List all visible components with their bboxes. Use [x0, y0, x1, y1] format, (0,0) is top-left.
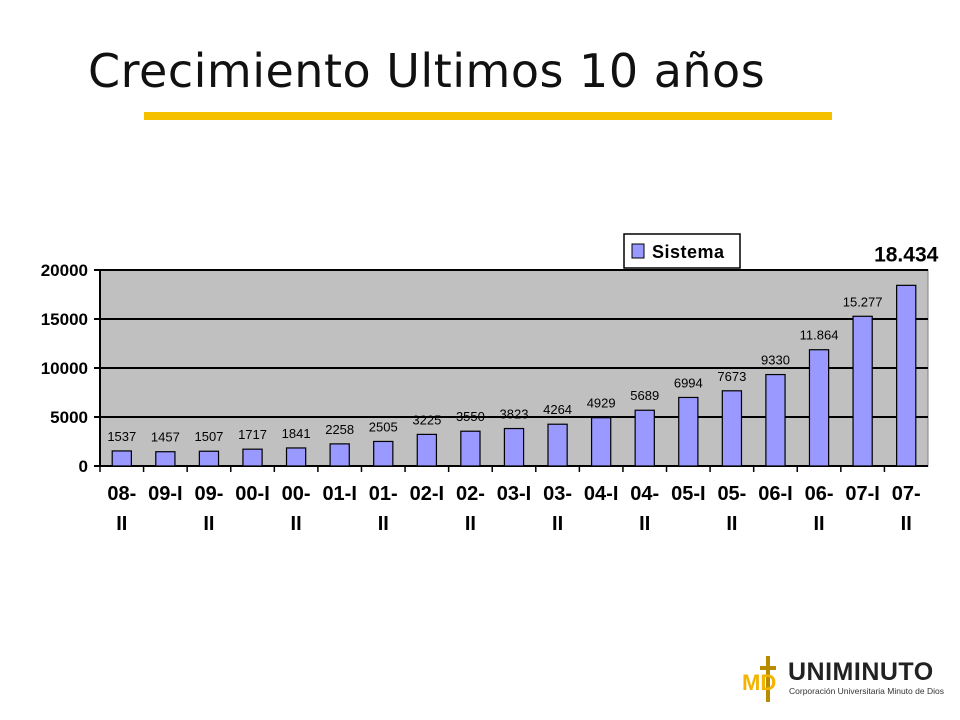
uniminuto-logo: MD UNIMINUTO Corporación Universitaria M… — [740, 656, 944, 702]
data-label: 9330 — [761, 353, 790, 368]
bar — [808, 349, 830, 467]
x-tick-label: 01- — [369, 483, 398, 505]
uniminuto-logo-mark: MD — [742, 656, 776, 702]
bar — [285, 447, 307, 467]
x-tick-label: 05-I — [671, 483, 705, 505]
x-tick-label-line2: II — [203, 513, 214, 535]
bar — [852, 315, 873, 467]
data-label: 3823 — [500, 407, 529, 422]
x-tick-label: 04- — [630, 483, 659, 505]
data-label: 7673 — [717, 369, 746, 384]
bar — [373, 440, 394, 467]
bar — [198, 450, 220, 467]
x-tick-label-line2: II — [116, 513, 127, 535]
x-tick-label: 02- — [456, 483, 485, 505]
logo-name: UNIMINUTO — [788, 658, 934, 686]
x-tick-label: 09-I — [148, 483, 182, 505]
data-label: 1507 — [194, 429, 223, 444]
legend-swatch — [631, 243, 645, 259]
x-tick-label: 07-I — [845, 483, 879, 505]
x-tick-label: 04-I — [584, 483, 618, 505]
x-tick-label: 05- — [717, 483, 746, 505]
data-label: 5689 — [630, 388, 659, 403]
x-tick-label-line2: II — [378, 513, 389, 535]
y-tick-label: 5000 — [50, 408, 88, 427]
x-tick-label: 00- — [282, 483, 311, 505]
bar — [155, 451, 176, 467]
bar — [111, 450, 132, 467]
data-label: 1841 — [282, 426, 311, 441]
x-tick-label-line2: II — [901, 513, 912, 535]
logo-mark-text: MD — [742, 670, 776, 695]
y-tick-label: 15000 — [41, 310, 88, 329]
x-tick-label: 06- — [805, 483, 834, 505]
y-tick-label: 10000 — [41, 359, 88, 378]
data-label: 4264 — [543, 402, 572, 417]
x-tick-label: 03- — [543, 483, 572, 505]
x-tick-label: 02-I — [410, 483, 444, 505]
x-tick-label: 07- — [892, 483, 921, 505]
x-tick-label: 01-I — [322, 483, 356, 505]
legend: Sistema — [623, 233, 741, 269]
x-tick-label: 00-I — [235, 483, 269, 505]
data-label: 1717 — [238, 427, 267, 442]
logo-subtitle: Corporación Universitaria Minuto de Dios — [789, 686, 944, 696]
bar — [765, 373, 786, 467]
bar — [896, 284, 917, 467]
bar — [242, 448, 263, 467]
data-label: 18.434 — [874, 243, 939, 266]
data-label: 1537 — [107, 429, 136, 444]
data-label: 3225 — [412, 412, 441, 427]
data-label: 2258 — [325, 422, 354, 437]
x-tick-label: 06-I — [758, 483, 792, 505]
x-tick-label-line2: II — [639, 513, 650, 535]
title-underline — [144, 112, 832, 120]
bar — [329, 443, 350, 467]
x-tick-label: 09- — [194, 483, 223, 505]
x-tick-label: 08- — [107, 483, 136, 505]
data-label: 6994 — [674, 375, 703, 390]
legend-label: Sistema — [652, 242, 725, 262]
data-label: 4929 — [587, 396, 616, 411]
data-label: 15.277 — [843, 294, 883, 309]
data-label: 1457 — [151, 430, 180, 445]
x-tick-label-line2: II — [726, 513, 737, 535]
x-tick-label-line2: II — [552, 513, 563, 535]
data-label: 2505 — [369, 419, 398, 434]
x-tick-label-line2: II — [465, 513, 476, 535]
x-tick-label: 03-I — [497, 483, 531, 505]
data-label: 11.864 — [800, 328, 839, 343]
data-label: 3550 — [456, 409, 485, 424]
bar — [590, 417, 612, 467]
bar — [416, 433, 438, 467]
bar — [503, 427, 525, 467]
bar — [460, 430, 481, 467]
y-tick-label: 20000 — [41, 261, 88, 280]
y-tick-label: 0 — [79, 457, 88, 476]
bar — [547, 423, 568, 467]
bar — [721, 390, 743, 467]
x-tick-label-line2: II — [813, 513, 824, 535]
bar — [678, 396, 699, 467]
bar — [634, 409, 655, 467]
x-tick-label-line2: II — [291, 513, 302, 535]
slide-title: Crecimiento Ultimos 10 años — [88, 44, 766, 98]
